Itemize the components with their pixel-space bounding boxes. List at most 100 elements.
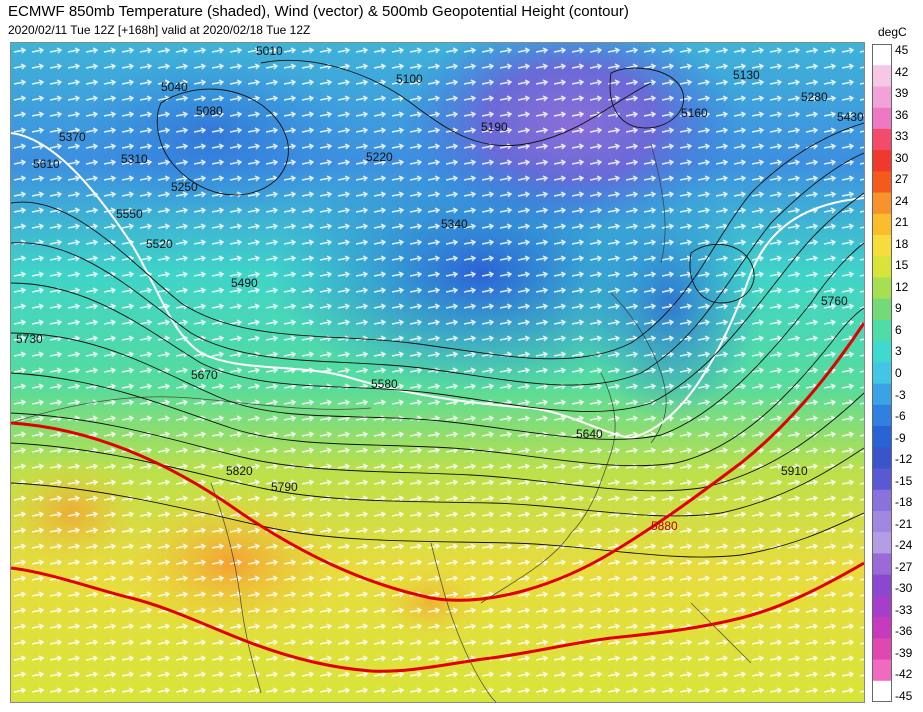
- colorbar-segment: [872, 595, 892, 618]
- wind-vector-field: [11, 43, 864, 702]
- colorbar-segment: [872, 362, 892, 385]
- contour-label: 5670: [191, 368, 218, 382]
- colorbar-tick-label: 12: [895, 279, 909, 294]
- contour-label: 5190: [481, 120, 508, 134]
- contour-label: 5520: [146, 237, 173, 251]
- colorbar-tick-label: 27: [895, 172, 909, 187]
- colorbar-tick-label: 30: [895, 150, 909, 165]
- colorbar-tick-label: -45: [895, 689, 913, 703]
- colorbar-tick-label: -3: [895, 387, 906, 402]
- contour-label: 5280: [801, 90, 828, 104]
- colorbar-tick-label: 18: [895, 236, 909, 251]
- colorbar-segment: [872, 319, 892, 342]
- colorbar-tick-label: 0: [895, 366, 902, 380]
- contour-label: 5610: [33, 157, 60, 171]
- colorbar: [872, 44, 892, 702]
- colorbar-segment: [872, 128, 892, 151]
- colorbar-segment: [872, 574, 892, 597]
- colorbar-unit: degC: [878, 25, 907, 39]
- colorbar-tick-label: 3: [895, 344, 902, 359]
- colorbar-labels: 45 42 39 36 33 30 27 24 21 18 15 12 9 6 3 0 -3 -6 -9 -12 -15…: [895, 44, 923, 702]
- colorbar-segment: [872, 489, 892, 512]
- colorbar-segment: [872, 192, 892, 215]
- contour-label: 5490: [231, 276, 258, 290]
- colorbar-tick-label: 45: [895, 43, 909, 57]
- zero-isotherm: [11, 132, 864, 440]
- contour-label: 5220: [366, 150, 393, 164]
- colorbar-tick-label: -12: [895, 452, 913, 467]
- colorbar-segment: [872, 680, 892, 702]
- colorbar-tick-label: 21: [895, 215, 909, 230]
- colorbar-tick-label: -15: [895, 473, 913, 488]
- colorbar-tick-label: -33: [895, 602, 913, 617]
- colorbar-segment: [872, 659, 892, 682]
- colorbar-segment: [872, 383, 892, 406]
- colorbar-segment: [872, 213, 892, 236]
- contour-label: 5100: [396, 72, 423, 86]
- contour-label: 5130: [733, 68, 760, 82]
- colorbar-tick-label: 36: [895, 107, 909, 122]
- colorbar-segment: [872, 86, 892, 109]
- colorbar-tick-label: -24: [895, 538, 913, 553]
- colorbar-tick-label: 6: [895, 322, 902, 337]
- contour-label: 5080: [196, 104, 223, 118]
- colorbar-segment: [872, 426, 892, 448]
- colorbar-tick-label: 33: [895, 129, 909, 144]
- contour-label: 5580: [371, 377, 398, 391]
- contour-label: 5040: [161, 80, 188, 94]
- contour-label: 5790: [271, 480, 298, 494]
- colorbar-tick-label: -30: [895, 581, 913, 596]
- colorbar-tick-label: -36: [895, 624, 913, 639]
- colorbar-tick-label: -6: [895, 409, 906, 424]
- contour-label: 5880: [651, 519, 678, 533]
- colorbar-tick-label: -21: [895, 516, 913, 531]
- colorbar-segment: [872, 235, 892, 257]
- contour-label: 5340: [441, 217, 468, 231]
- chart-subtitle: 2020/02/11 Tue 12Z [+168h] valid at 2020…: [8, 23, 311, 37]
- chart-title: ECMWF 850mb Temperature (shaded), Wind (…: [8, 3, 629, 20]
- colorbar-segment: [872, 107, 892, 130]
- colorbar-tick-label: -39: [895, 645, 913, 660]
- colorbar-tick-label: -42: [895, 667, 913, 682]
- colorbar-segment: [872, 532, 892, 554]
- colorbar-segment: [872, 447, 892, 470]
- contour-labels: 5010 5040 5080 5100 5130 5190 5160 5280 …: [16, 44, 864, 533]
- colorbar-segment: [872, 341, 892, 363]
- contour-label: 5430: [837, 110, 864, 124]
- contour-label: 5640: [576, 427, 603, 441]
- contour-label: 5160: [681, 106, 708, 120]
- geopotential-contours: [11, 59, 864, 558]
- colorbar-tick-label: -18: [895, 495, 913, 510]
- colorbar-segment: [872, 404, 892, 427]
- contour-label: 5370: [59, 130, 86, 144]
- colorbar-segment: [872, 638, 892, 661]
- contour-label: 5730: [16, 332, 43, 346]
- colorbar-segment: [872, 277, 892, 300]
- contour-label: 5550: [116, 207, 143, 221]
- contour-label: 5010: [256, 44, 283, 58]
- colorbar-segment: [872, 150, 892, 172]
- colorbar-tick-label: -9: [895, 430, 906, 445]
- colorbar-segment: [872, 553, 892, 576]
- colorbar-segment: [872, 256, 892, 278]
- colorbar-segment: [872, 510, 892, 533]
- colorbar-segment: [872, 65, 892, 87]
- colorbar-tick-label: 15: [895, 258, 909, 273]
- contour-5880: [11, 322, 864, 673]
- colorbar-tick-label: -27: [895, 559, 913, 574]
- contour-label: 5910: [781, 464, 808, 478]
- colorbar-tick-label: 42: [895, 64, 909, 79]
- colorbar-segment: [872, 44, 892, 66]
- contour-label: 5760: [821, 294, 848, 308]
- contour-label: 5820: [226, 464, 253, 478]
- weather-map: 5010 5040 5080 5100 5130 5190 5160 5280 …: [10, 42, 865, 703]
- colorbar-tick-label: 24: [895, 193, 909, 208]
- colorbar-tick-label: 9: [895, 301, 902, 316]
- colorbar-tick-label: 39: [895, 86, 909, 101]
- colorbar-segment: [872, 468, 892, 491]
- colorbar-segment: [872, 298, 892, 321]
- contour-label: 5310: [121, 152, 148, 166]
- colorbar-segment: [872, 617, 892, 639]
- contour-label: 5250: [171, 180, 198, 194]
- colorbar-segment: [872, 171, 892, 194]
